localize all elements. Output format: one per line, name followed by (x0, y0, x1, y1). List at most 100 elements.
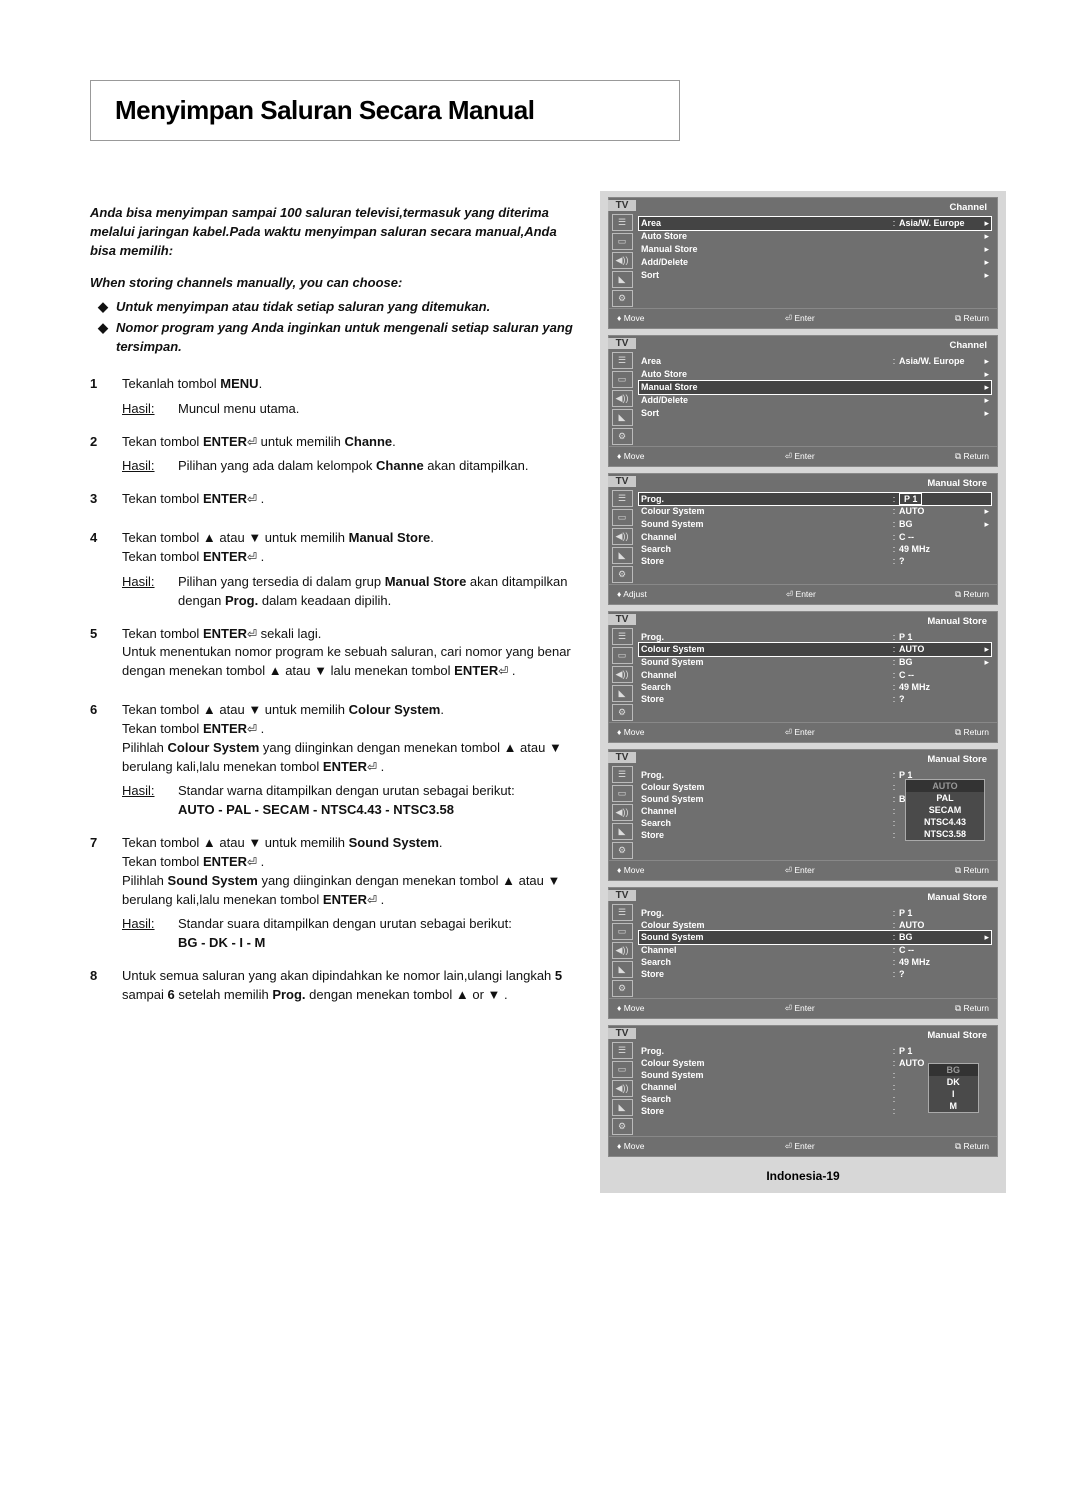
menu-row: Prog.: P 1 (639, 631, 991, 643)
tv-title: Manual Store (639, 1030, 991, 1041)
page-title: Menyimpan Saluran Secara Manual (115, 95, 655, 126)
result-label: Hasil: (122, 573, 178, 611)
return-hint: ⧉ Return (955, 589, 989, 600)
setup-icon: ⚙ (612, 566, 633, 583)
step-number: 3 (90, 490, 122, 515)
sound-icon: ◀)) (612, 390, 633, 407)
tv-panel-manual-store: TV ☰ ▭ ◀)) ◣ ⚙ Manual Store Prog.: P 1 C… (608, 749, 998, 881)
tv-footer: ♦ Move ⏎ Enter ⧉ Return (609, 446, 997, 466)
enter-hint: ⏎ Enter (786, 589, 816, 600)
tv-panel-channel: TV ☰ ▭ ◀)) ◣ ⚙ Channel Area: Asia/W. Eur… (608, 197, 998, 329)
menu-row: Area: Asia/W. Europe ▸ (639, 355, 991, 368)
intro-text-en: When storing channels manually, you can … (90, 274, 580, 293)
channel-icon: ◣ (612, 961, 633, 978)
tv-title: Manual Store (639, 754, 991, 765)
tv-footer: ♦ Move ⏎ Enter ⧉ Return (609, 722, 997, 742)
menu-row: Sound System: BG ▸ (639, 931, 991, 944)
enter-hint: ⏎ Enter (785, 451, 815, 462)
step-text: Tekan tombol ▲ atau ▼ untuk memilih Soun… (122, 834, 580, 909)
tv-sidebar: TV ☰ ▭ ◀)) ◣ ⚙ (609, 612, 635, 722)
input-icon: ☰ (612, 1042, 633, 1059)
title-box: Menyimpan Saluran Secara Manual (90, 80, 680, 141)
menu-row: Channel: C -- (639, 531, 991, 543)
picture-icon: ▭ (612, 785, 633, 802)
input-icon: ☰ (612, 352, 633, 369)
sound-icon: ◀)) (612, 1080, 633, 1097)
step-text: Tekan tombol ENTER⏎ sekali lagi.Untuk me… (122, 625, 580, 682)
tv-sidebar: TV ☰ ▭ ◀)) ◣ ⚙ (609, 1026, 635, 1136)
menu-row: Add/Delete▸ (639, 256, 991, 269)
tv-panel-manual-store: TV ☰ ▭ ◀)) ◣ ⚙ Manual Store Prog.: P 1 C… (608, 473, 998, 605)
tv-panel-manual-store: TV ☰ ▭ ◀)) ◣ ⚙ Manual Store Prog.: P 1 C… (608, 611, 998, 743)
tv-label: TV (608, 1028, 636, 1039)
return-hint: ⧉ Return (955, 451, 989, 462)
tv-title: Manual Store (639, 616, 991, 627)
menu-row: Search: 49 MHz (639, 681, 991, 693)
move-hint: ♦ Move (617, 1003, 644, 1014)
enter-hint: ⏎ Enter (785, 1141, 815, 1152)
menu-row: Area: Asia/W. Europe ▸ (639, 217, 991, 230)
move-hint: ♦ Move (617, 727, 644, 738)
channel-icon: ◣ (612, 547, 633, 564)
menu-row: Prog.: P 1 (639, 907, 991, 919)
menu-row: Colour System: AUTO ▸ (639, 643, 991, 656)
menu-row: Channel: C -- (639, 944, 991, 956)
step-text: Tekan tombol ENTER⏎ untuk memilih Channe… (122, 433, 580, 452)
picture-icon: ▭ (612, 233, 633, 250)
return-hint: ⧉ Return (955, 865, 989, 876)
input-icon: ☰ (612, 490, 633, 507)
enter-hint: ⏎ Enter (785, 865, 815, 876)
menu-row: Sort▸ (639, 407, 991, 420)
tv-footer: ♦ Move ⏎ Enter ⧉ Return (609, 998, 997, 1018)
channel-icon: ◣ (612, 409, 633, 426)
step-text: Tekan tombol ENTER⏎ . (122, 490, 580, 509)
option-item: AUTO (906, 780, 984, 792)
return-hint: ⧉ Return (955, 1003, 989, 1014)
instructions-column: Anda bisa menyimpan sampai 100 saluran t… (90, 191, 580, 1193)
menu-row: Search: 49 MHz (639, 956, 991, 968)
page-reference: Indonesia-19 (608, 1169, 998, 1183)
menu-row: Sound System: BG ▸ (639, 656, 991, 669)
setup-icon: ⚙ (612, 428, 633, 445)
setup-icon: ⚙ (612, 290, 633, 307)
tv-title: Manual Store (639, 892, 991, 903)
step-text: Tekan tombol ▲ atau ▼ untuk memilih Manu… (122, 529, 580, 567)
tv-title: Channel (639, 340, 991, 351)
sound-icon: ◀)) (612, 942, 633, 959)
result-text: Pilihan yang tersedia di dalam grup Manu… (178, 573, 580, 611)
tv-footer: ♦ Move ⏎ Enter ⧉ Return (609, 308, 997, 328)
move-hint: ♦ Move (617, 313, 644, 324)
option-item: I (929, 1088, 979, 1100)
menu-row: Store: ? (639, 968, 991, 980)
tv-label: TV (608, 752, 636, 763)
move-hint: ♦ Move (617, 1141, 644, 1152)
channel-icon: ◣ (612, 823, 633, 840)
tv-label: TV (608, 476, 636, 487)
intro-text-id: Anda bisa menyimpan sampai 100 saluran t… (90, 204, 580, 261)
step-number: 8 (90, 967, 122, 1011)
tv-panel-manual-store: TV ☰ ▭ ◀)) ◣ ⚙ Manual Store Prog.: P 1 C… (608, 887, 998, 1019)
menu-row: Auto Store▸ (639, 368, 991, 381)
menu-row: Store: ? (639, 555, 991, 567)
menu-row: Auto Store▸ (639, 230, 991, 243)
menu-row: Prog.: P 1 (639, 1045, 991, 1057)
result-text: Standar warna ditampilkan dengan urutan … (178, 782, 580, 820)
input-icon: ☰ (612, 904, 633, 921)
tv-sidebar: TV ☰ ▭ ◀)) ◣ ⚙ (609, 336, 635, 446)
setup-icon: ⚙ (612, 980, 633, 997)
sound-icon: ◀)) (612, 252, 633, 269)
tv-title: Manual Store (639, 478, 991, 489)
menu-row: Search: 49 MHz (639, 543, 991, 555)
picture-icon: ▭ (612, 509, 633, 526)
step-number: 2 (90, 433, 122, 477)
option-item: NTSC4.43 (906, 816, 984, 828)
step-number: 7 (90, 834, 122, 953)
menu-row: Manual Store▸ (639, 243, 991, 256)
screenshots-column: TV ☰ ▭ ◀)) ◣ ⚙ Channel Area: Asia/W. Eur… (600, 191, 1006, 1193)
tv-panel-channel: TV ☰ ▭ ◀)) ◣ ⚙ Channel Area: Asia/W. Eur… (608, 335, 998, 467)
bullet-item: Untuk menyimpan atau tidak setiap salura… (116, 298, 580, 317)
result-label: Hasil: (122, 457, 178, 476)
menu-row: Store: ? (639, 693, 991, 705)
channel-icon: ◣ (612, 1099, 633, 1116)
picture-icon: ▭ (612, 371, 633, 388)
